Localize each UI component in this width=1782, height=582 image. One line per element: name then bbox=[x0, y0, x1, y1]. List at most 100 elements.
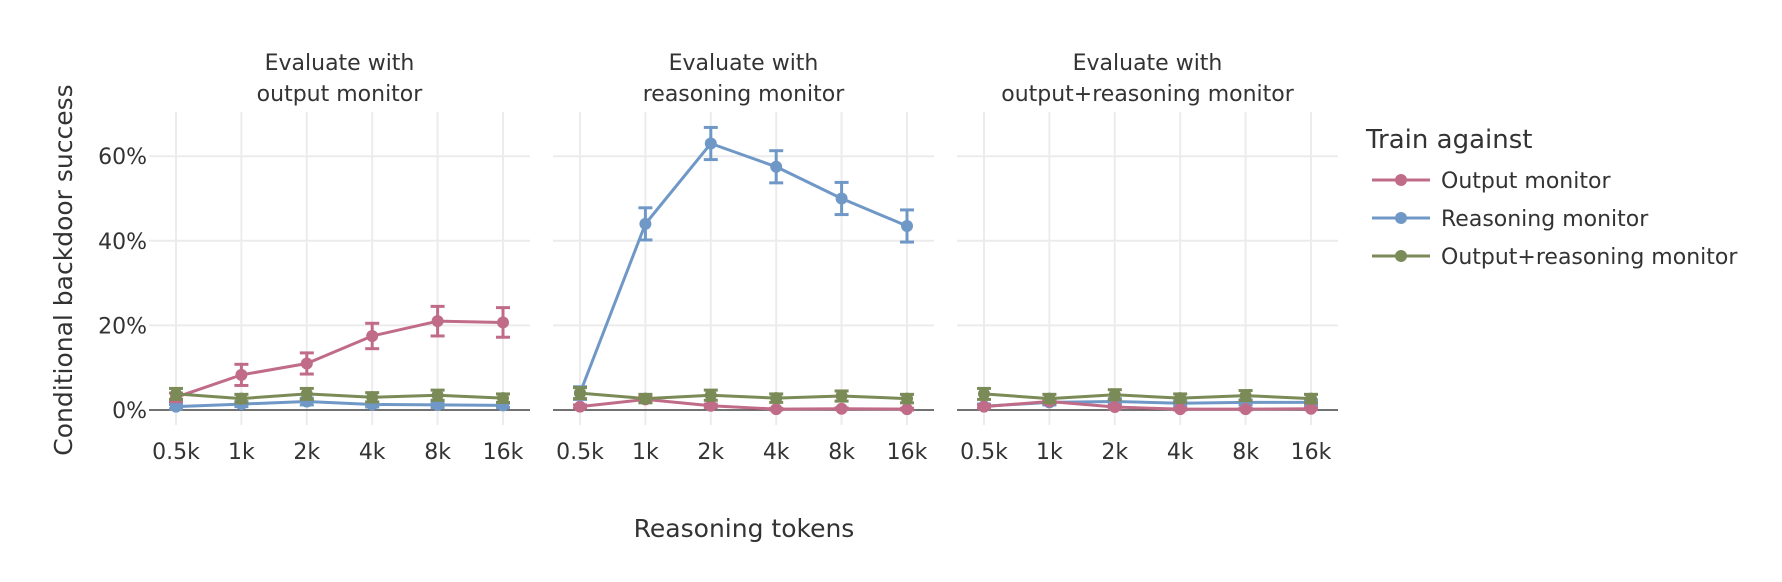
series-line-output-reasoning-monitor bbox=[579, 391, 908, 401]
legend-title: Train against bbox=[1365, 125, 1532, 155]
panel-3: Evaluate with output+reasoning monitor 0.5… bbox=[957, 51, 1338, 465]
data-point bbox=[300, 357, 313, 370]
panel-2: Evaluate with reasoning monitor 0.5k 1k 2k 4k… bbox=[553, 51, 934, 465]
gridlines bbox=[149, 112, 530, 425]
x-tick-label: 8k bbox=[828, 440, 855, 465]
data-point bbox=[1305, 392, 1317, 405]
data-point bbox=[1239, 389, 1252, 402]
panel-title-line: Evaluate with bbox=[265, 51, 415, 76]
panel-title-line: Evaluate with bbox=[669, 51, 819, 76]
data-point bbox=[901, 219, 913, 232]
data-point bbox=[1305, 402, 1317, 415]
data-point bbox=[366, 391, 379, 404]
data-point bbox=[901, 392, 913, 405]
x-tick-label: 1k bbox=[1036, 440, 1063, 465]
data-point bbox=[1043, 392, 1056, 405]
data-point bbox=[1174, 403, 1187, 416]
data-point bbox=[1108, 401, 1121, 414]
data-point bbox=[1108, 388, 1121, 401]
x-tick-label: 0.5k bbox=[556, 440, 604, 465]
x-tick-label: 4k bbox=[359, 440, 386, 465]
legend-swatch-dot bbox=[1395, 250, 1407, 262]
x-tick-label: 1k bbox=[632, 440, 659, 465]
legend-entry-reasoning-monitor: Reasoning monitor bbox=[1372, 207, 1649, 232]
series-output-reasoning-monitor bbox=[169, 386, 510, 405]
panel-title-line: output monitor bbox=[257, 82, 424, 107]
data-point bbox=[835, 192, 848, 205]
legend-label: Output+reasoning monitor bbox=[1441, 245, 1738, 270]
panel-title-line: Evaluate with bbox=[1073, 51, 1223, 76]
x-tick-label: 4k bbox=[1167, 440, 1194, 465]
chart-panels: Evaluate with output monitor 0% 20% 40% 60% 0.… bbox=[98, 51, 1338, 465]
data-point bbox=[574, 387, 586, 400]
legend-label: Output monitor bbox=[1441, 169, 1611, 194]
data-point bbox=[235, 392, 248, 405]
x-tick-label: 0.5k bbox=[152, 440, 200, 465]
data-point bbox=[431, 389, 444, 402]
data-point bbox=[170, 400, 182, 413]
data-point bbox=[366, 329, 379, 342]
data-point bbox=[497, 392, 509, 405]
y-tick-label: 60% bbox=[98, 145, 147, 170]
y-axis-title: Conditional backdoor success bbox=[49, 84, 78, 455]
gridlines bbox=[553, 112, 934, 425]
data-point bbox=[704, 137, 717, 150]
data-point bbox=[1174, 392, 1187, 405]
x-tick-label: 4k bbox=[763, 440, 790, 465]
panel-title-line: reasoning monitor bbox=[643, 82, 845, 107]
data-point bbox=[978, 387, 990, 400]
chart-legend: Train against Output monitor Reasoning mo… bbox=[1365, 125, 1738, 270]
data-point bbox=[1239, 403, 1252, 416]
data-point bbox=[497, 316, 509, 329]
series-line-output-reasoning-monitor bbox=[983, 392, 1312, 401]
data-point bbox=[704, 389, 717, 402]
data-point bbox=[835, 390, 848, 403]
data-point bbox=[770, 392, 783, 405]
data-point bbox=[235, 368, 248, 381]
x-tick-label: 16k bbox=[483, 440, 524, 465]
series-line-reasoning-monitor bbox=[578, 142, 908, 394]
data-point bbox=[574, 400, 586, 413]
x-tick-label: 8k bbox=[1232, 440, 1259, 465]
legend-swatch-dot bbox=[1395, 212, 1407, 224]
series-line-output-monitor bbox=[983, 400, 1312, 411]
series-output-monitor bbox=[169, 304, 510, 404]
series-output-reasoning-monitor bbox=[977, 386, 1318, 405]
y-tick-label: 20% bbox=[98, 314, 147, 339]
data-point bbox=[431, 315, 444, 328]
x-tick-label: 0.5k bbox=[960, 440, 1008, 465]
data-point bbox=[639, 217, 652, 230]
panel-title-line: output+reasoning monitor bbox=[1001, 82, 1294, 107]
series-line-reasoning-monitor bbox=[175, 400, 504, 409]
legend-swatch-dot bbox=[1395, 174, 1407, 186]
legend-label: Reasoning monitor bbox=[1441, 207, 1649, 232]
x-tick-label: 2k bbox=[697, 440, 724, 465]
x-tick-label: 2k bbox=[1101, 440, 1128, 465]
panel-1: Evaluate with output monitor 0% 20% 40% 60% 0.… bbox=[98, 51, 530, 465]
data-point bbox=[770, 160, 783, 173]
series-line-output-monitor bbox=[175, 319, 504, 399]
data-point bbox=[835, 402, 848, 415]
gridlines bbox=[957, 112, 1338, 425]
data-point bbox=[431, 398, 444, 411]
x-tick-label: 16k bbox=[1291, 440, 1332, 465]
x-tick-label: 2k bbox=[293, 440, 320, 465]
x-tick-label: 1k bbox=[228, 440, 255, 465]
data-point bbox=[300, 387, 313, 400]
x-tick-label: 16k bbox=[887, 440, 928, 465]
data-point bbox=[704, 399, 717, 412]
y-tick-label: 0% bbox=[112, 399, 147, 424]
data-point bbox=[770, 403, 783, 416]
data-point bbox=[901, 403, 913, 416]
data-point bbox=[978, 400, 990, 413]
x-axis-title: Reasoning tokens bbox=[634, 514, 855, 543]
series-output-reasoning-monitor bbox=[573, 386, 914, 405]
legend-entry-output-reasoning-monitor: Output+reasoning monitor bbox=[1372, 245, 1738, 270]
legend-entry-output-monitor: Output monitor bbox=[1372, 169, 1611, 194]
series-line-output-monitor bbox=[579, 397, 908, 411]
data-point bbox=[639, 392, 652, 405]
x-tick-label: 8k bbox=[424, 440, 451, 465]
data-point bbox=[170, 387, 182, 400]
